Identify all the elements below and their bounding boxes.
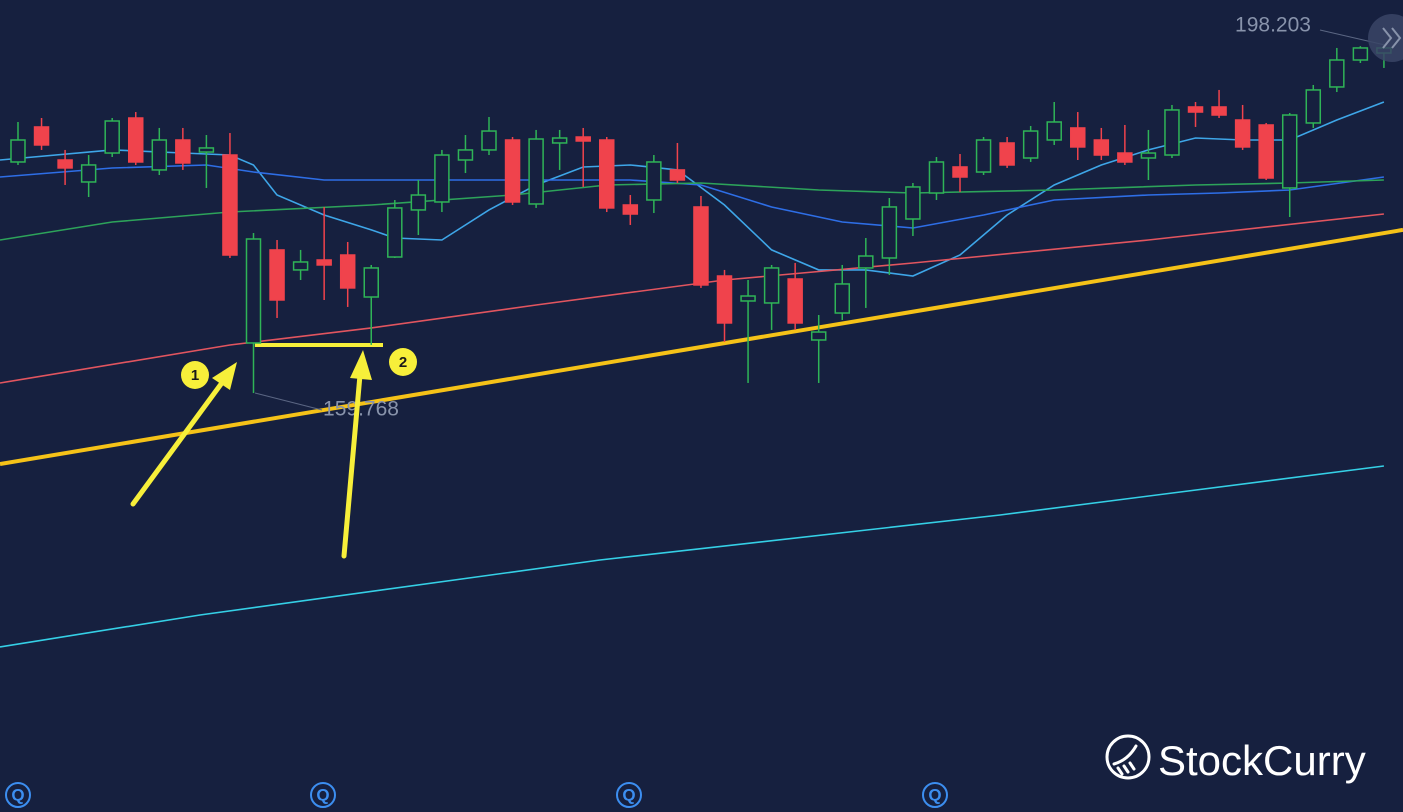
candle-body [1352,47,1369,61]
candle-body [599,139,615,209]
event-label: Q [928,785,941,804]
candle-body [175,139,191,164]
candle-body [928,161,945,194]
candle-body [1305,89,1322,124]
candle-body [834,283,851,314]
candle-body [975,139,992,173]
candle-body [1070,127,1086,148]
event-marker [922,782,948,808]
candle-body [693,206,709,286]
candle-body [1022,130,1039,159]
candle-body [740,295,756,302]
candle-body [858,255,874,269]
candle-body [481,130,497,151]
candle-body [57,159,73,169]
candle-body [316,259,332,266]
candle-body [1187,106,1204,113]
candle-body [245,238,262,344]
candles [10,45,1392,394]
candle-body [104,120,120,154]
candle-body [952,166,968,178]
moving-average-line [0,465,1385,648]
candle-body [1093,139,1110,156]
candle-body [810,331,827,341]
candle-body [646,161,662,201]
candle-body [881,206,898,259]
candle-body [787,278,803,324]
candle-body [292,261,309,271]
leader-line [254,392,323,411]
event-label: Q [316,785,329,804]
candle-body [387,207,403,258]
scroll-button[interactable] [1368,14,1403,62]
event-label: Q [622,785,635,804]
candle-body [504,139,521,203]
candle-body [716,275,733,324]
candle-body [528,138,544,205]
candle-body [1211,106,1227,116]
candle-body [127,117,144,163]
candle-body [80,164,97,183]
annotation-label: 2 [399,354,407,371]
event-marker [616,782,642,808]
event-label: Q [11,785,24,804]
high-price-label: 198.203 [1235,14,1311,37]
logo-text: StockCurry [1158,737,1366,784]
moving-average-line [0,164,1385,229]
candle-body [999,142,1015,166]
annotation-badge [389,348,417,376]
candle-body [905,186,921,220]
candle-body [33,126,50,146]
candle-body [551,137,568,144]
candle-body [198,147,215,153]
annotation-badge [181,361,209,389]
candle-body [1258,124,1274,179]
candle-body [151,139,168,171]
candle-body [1281,114,1298,189]
candle-body [269,249,285,301]
annotation-label: 1 [191,367,199,384]
candle-body [363,267,380,298]
trend-line [0,227,1403,466]
low-price-label: 159.768 [323,398,399,421]
logo: StockCurry [1105,734,1366,784]
annotations: 198.203 159.768 1 2 [130,14,1386,559]
candle-body [1234,119,1251,148]
candle-body [222,154,238,256]
candle-body [10,139,26,163]
candle-body [434,154,450,203]
event-marker [5,782,31,808]
candle-body [669,169,686,181]
arrow [341,350,372,559]
candle-body [339,254,356,289]
candle-body [763,267,780,304]
candle-body [457,149,474,161]
candle-body [410,194,427,211]
candle-body [1329,59,1345,88]
candle-body [1046,121,1062,141]
event-marker [310,782,336,808]
candle-body [622,204,639,215]
moving-average-line [0,101,1385,277]
candle-body [575,136,591,142]
candle-body [1117,152,1133,163]
arrow [130,362,237,507]
candle-body [1140,152,1157,159]
candle-body [1164,109,1180,156]
